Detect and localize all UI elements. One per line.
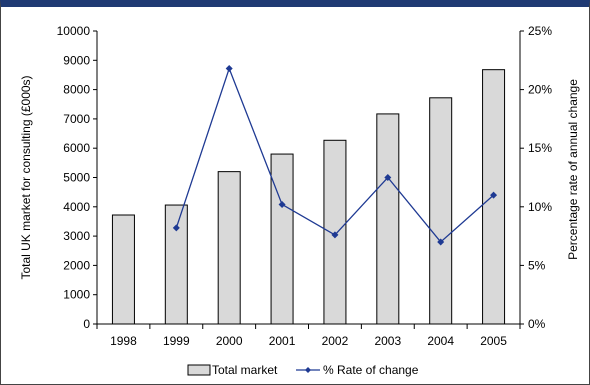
bar-2000 (217, 171, 241, 325)
y-tick-label: 0 (83, 317, 90, 331)
ticks-layer: 0 1000 2000 3000 4000 5000 6000 7000 8000 9000 100… (57, 24, 553, 348)
bar-2003 (376, 113, 400, 325)
y2-axis-title: Percentage rate of annual change (566, 79, 580, 260)
y-tick-label: 5000 (63, 171, 90, 185)
y2-tick-label: 0% (528, 317, 546, 331)
y-tick-label: 9000 (63, 53, 90, 67)
x-tick-label: 2005 (480, 334, 507, 348)
y2-tick-label: 5% (528, 258, 546, 272)
y-tick-label: 1000 (63, 288, 90, 302)
y-tick-label: 7000 (63, 112, 90, 126)
legend-label-total-market: Total market (212, 363, 278, 377)
x-tick-label: 2000 (216, 334, 243, 348)
x-tick-label: 2003 (374, 334, 401, 348)
x-tick-label: 2002 (322, 334, 349, 348)
rate-point-2000 (225, 65, 233, 73)
rate-point-2003 (384, 174, 392, 181)
line-layer (172, 65, 498, 246)
y-tick-label: 6000 (63, 141, 90, 155)
y2-tick-label: 20% (528, 83, 552, 97)
legend-label-rate-of-change: % Rate of change (323, 363, 419, 377)
rate-point-2001 (278, 200, 286, 208)
y-tick-label: 2000 (63, 258, 90, 272)
x-tick-label: 1998 (110, 334, 137, 348)
y-axis-title: Total UK market for consulting (£000s) (19, 75, 33, 279)
y-tick-label: 8000 (63, 83, 90, 97)
y-tick-label: 4000 (63, 200, 90, 214)
y2-tick-label: 10% (528, 200, 552, 214)
bars-layer (111, 69, 506, 325)
x-tick-label: 2004 (427, 334, 454, 348)
y-tick-label: 10000 (57, 24, 91, 38)
bar-1998 (111, 214, 135, 325)
x-tick-label: 2001 (269, 334, 296, 348)
rate-point-2004 (437, 238, 445, 246)
legend-line-marker (305, 367, 311, 373)
legend: Total market % Rate of change (187, 363, 419, 377)
legend-bar-swatch (187, 364, 211, 376)
y2-tick-label: 25% (528, 24, 552, 38)
bar-1999 (164, 204, 188, 325)
x-tick-label: 1999 (163, 334, 190, 348)
bar-2001 (270, 153, 294, 325)
bar-2004 (429, 97, 453, 325)
rate-point-2005 (490, 191, 498, 199)
y-tick-label: 3000 (63, 229, 90, 243)
y2-tick-label: 15% (528, 141, 552, 155)
rate-point-1999 (172, 224, 180, 232)
axes-layer (96, 31, 521, 325)
rate-point-2002 (331, 231, 339, 239)
